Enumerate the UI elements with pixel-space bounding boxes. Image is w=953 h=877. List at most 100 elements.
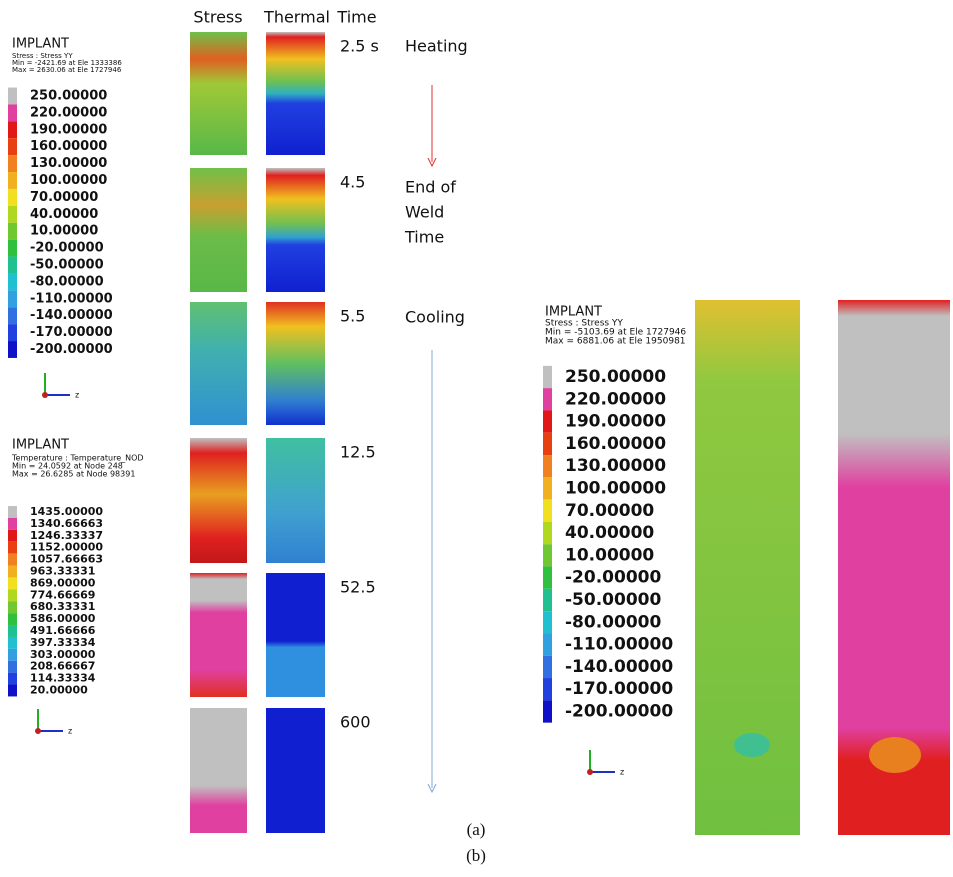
color-swatch — [8, 613, 17, 625]
time-label: 52.5 — [340, 578, 376, 597]
legend-value: -20.00000 — [565, 568, 661, 588]
color-swatch — [543, 410, 552, 432]
color-swatch — [8, 530, 17, 542]
legend-value: -170.00000 — [565, 679, 673, 699]
legend-value: -140.00000 — [30, 308, 113, 323]
color-swatch — [8, 257, 17, 274]
legend-value: 10.00000 — [565, 545, 654, 565]
legend-value: 70.00000 — [565, 501, 654, 521]
color-swatch — [8, 673, 17, 685]
legend-line: Max = 6881.06 at Ele 1950981 — [545, 337, 686, 347]
color-swatch — [8, 506, 17, 518]
axis-origin — [35, 728, 41, 734]
column-header: Stress — [193, 8, 242, 27]
legend-value: -50.00000 — [30, 258, 104, 273]
color-swatch — [8, 637, 17, 649]
time-label: 5.5 — [340, 307, 365, 326]
color-swatch — [543, 656, 552, 678]
thermal-image — [266, 302, 325, 425]
axis-label: z — [68, 727, 72, 736]
legend-value: 70.00000 — [30, 190, 98, 205]
legend-value: -200.00000 — [565, 702, 673, 722]
legend-value: -20.00000 — [30, 241, 104, 256]
color-swatch — [543, 678, 552, 700]
color-swatch — [8, 206, 17, 223]
legend-value: 130.00000 — [565, 456, 666, 476]
legend-value: -80.00000 — [565, 612, 661, 632]
color-swatch — [8, 155, 17, 172]
legend-line: Max = 2630.06 at Ele 1727946 — [12, 66, 122, 74]
column-header: Thermal — [263, 8, 330, 27]
color-swatch — [543, 700, 552, 722]
color-swatch — [8, 601, 17, 613]
figure: StressThermalTime2.5 s4.55.512.552.5600H… — [0, 0, 953, 877]
axis-origin — [587, 769, 593, 775]
color-swatch — [8, 518, 17, 530]
color-swatch — [8, 121, 17, 138]
thermal-image — [266, 708, 325, 833]
color-swatch — [8, 341, 17, 358]
stress-image — [190, 32, 247, 155]
legend-value: -140.00000 — [565, 657, 673, 677]
color-swatch — [8, 104, 17, 121]
color-swatch — [8, 661, 17, 673]
color-swatch — [8, 589, 17, 601]
legend-value: -110.00000 — [30, 291, 113, 306]
legend-value: 190.00000 — [30, 122, 107, 137]
legend-value: 100.00000 — [565, 479, 666, 499]
legend-value: 130.00000 — [30, 156, 107, 171]
color-swatch — [8, 577, 17, 589]
legend-value: 20.00000 — [30, 684, 88, 697]
legend-value: 40.00000 — [565, 523, 654, 543]
legend-value: -170.00000 — [30, 325, 113, 340]
legend-value: 220.00000 — [30, 105, 107, 120]
legend-value: 250.00000 — [30, 89, 107, 104]
color-swatch — [8, 138, 17, 155]
column-header: Time — [336, 8, 376, 27]
legend-value: -80.00000 — [30, 274, 104, 289]
caption: (b) — [466, 846, 486, 865]
time-label: 12.5 — [340, 443, 376, 462]
thermal-image — [266, 168, 325, 292]
phase-label: Heating — [405, 37, 468, 56]
legend-value: 10.00000 — [30, 224, 98, 239]
color-swatch — [543, 611, 552, 633]
time-label: 2.5 s — [340, 37, 379, 56]
color-swatch — [8, 685, 17, 697]
color-swatch — [8, 290, 17, 307]
legend-value: 160.00000 — [30, 139, 107, 154]
color-swatch — [8, 542, 17, 554]
color-swatch — [543, 544, 552, 566]
time-label: 4.5 — [340, 173, 365, 192]
color-swatch — [543, 366, 552, 388]
legend-value: 190.00000 — [565, 412, 666, 432]
legend-title: IMPLANT — [12, 37, 69, 52]
legend-value: 250.00000 — [565, 367, 666, 387]
axis-label: z — [620, 768, 624, 777]
color-swatch — [8, 324, 17, 341]
caption: (a) — [467, 820, 486, 839]
color-swatch — [543, 633, 552, 655]
color-swatch — [8, 307, 17, 324]
legend-value: 160.00000 — [565, 434, 666, 454]
color-swatch — [543, 567, 552, 589]
legend-value: -110.00000 — [565, 635, 673, 655]
legend-value: 220.00000 — [565, 389, 666, 409]
color-swatch — [8, 223, 17, 240]
color-swatch — [543, 455, 552, 477]
legend-value: -200.00000 — [30, 342, 113, 357]
color-swatch — [8, 240, 17, 257]
stress-image — [190, 168, 247, 292]
stress-image — [190, 438, 247, 563]
color-swatch — [8, 554, 17, 566]
color-swatch — [8, 649, 17, 661]
stress-image — [190, 573, 247, 697]
color-swatch — [8, 273, 17, 290]
legend-title: IMPLANT — [12, 438, 69, 453]
phase-label: Time — [404, 228, 444, 247]
legend-line: Max = 26.6285 at Node 98391 — [12, 470, 135, 479]
legend-value: 40.00000 — [30, 207, 98, 222]
color-swatch — [8, 88, 17, 105]
page: Implant weld stress and thermal figure {… — [0, 0, 953, 877]
color-swatch — [8, 189, 17, 206]
